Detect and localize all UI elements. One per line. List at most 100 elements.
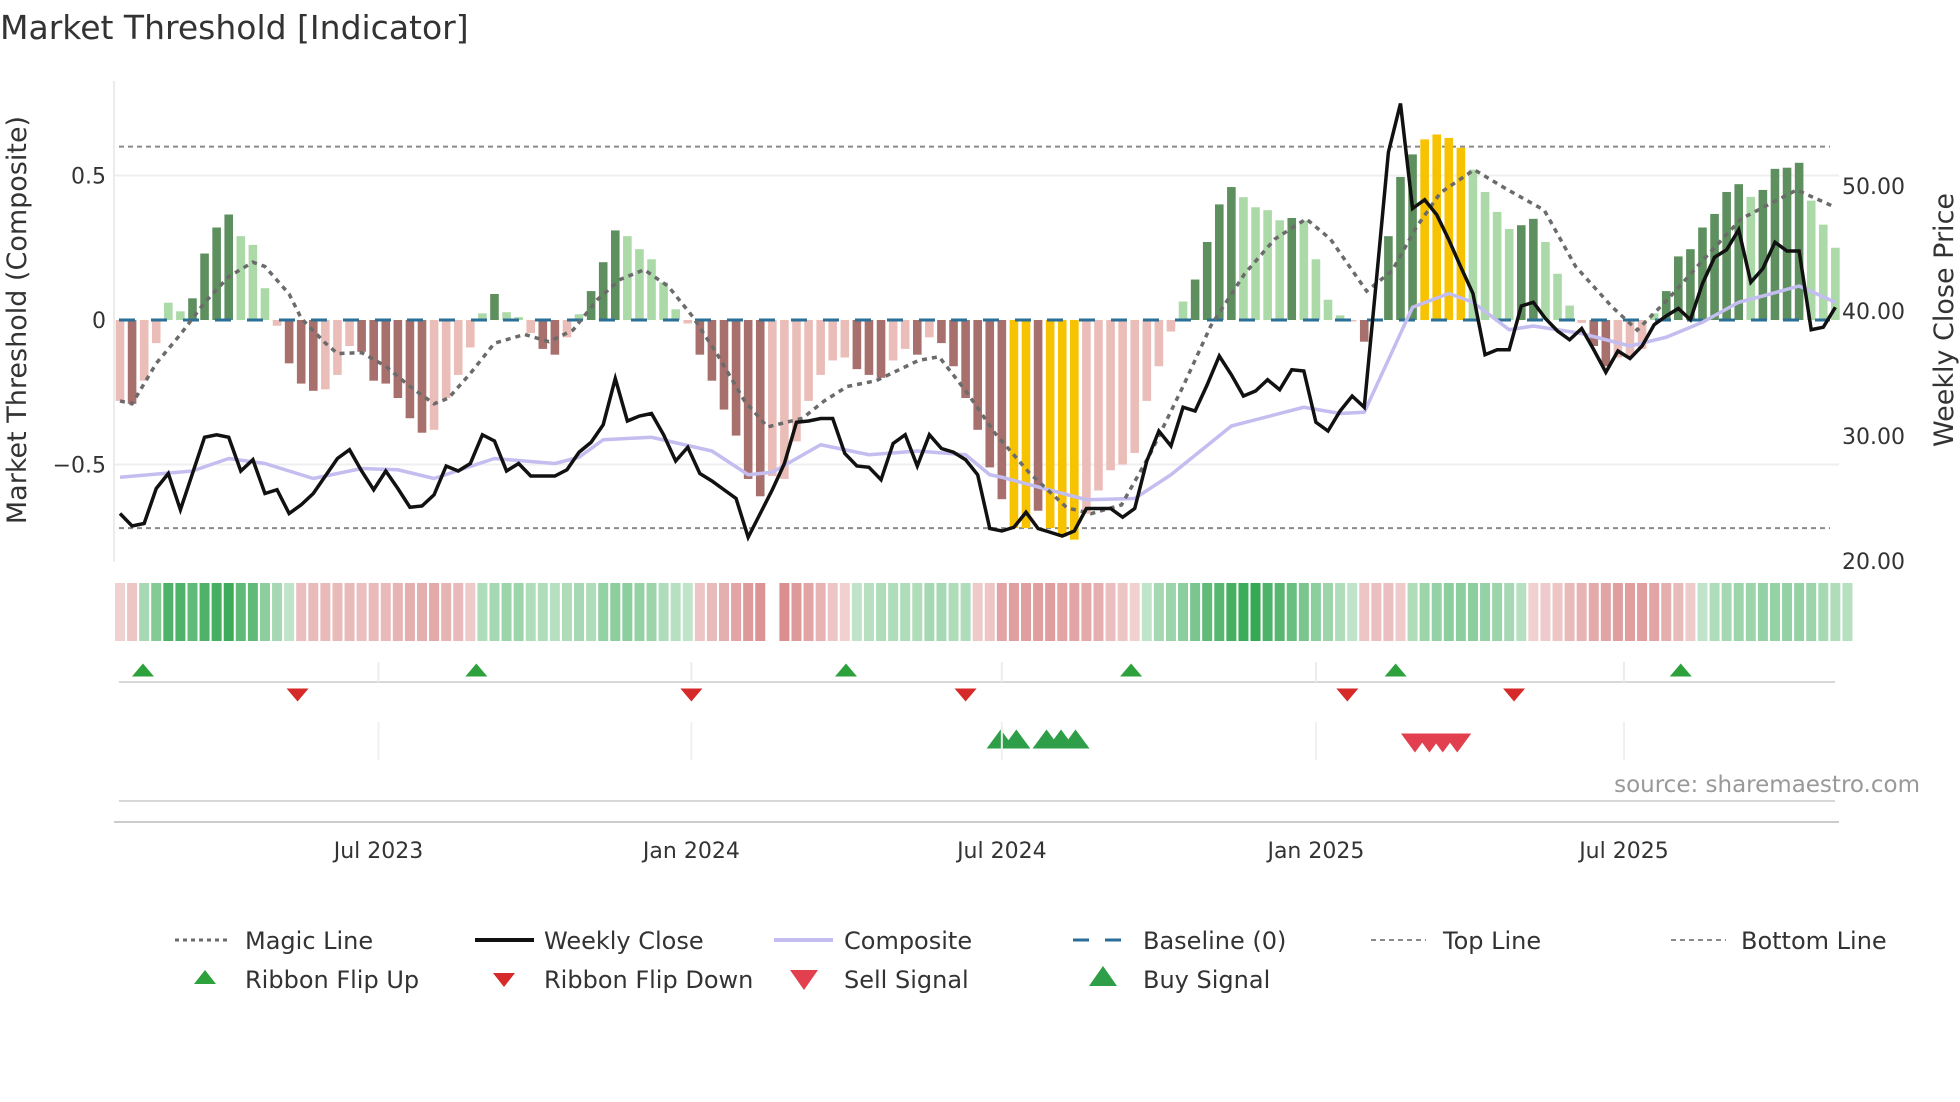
ribbon-cell (1625, 583, 1635, 641)
legend-label: Magic Line (245, 927, 373, 955)
ribbon-cell (525, 583, 536, 641)
histogram-bar (816, 320, 825, 375)
histogram-bar (1396, 176, 1405, 320)
ribbon-cell (392, 583, 403, 641)
ribbon-cell (1552, 583, 1563, 641)
histogram-bar (1553, 273, 1562, 320)
legend-item-ribbon-flip-down: Ribbon Flip Down (493, 966, 753, 994)
ribbon-cell (670, 583, 681, 641)
ribbon-cell (1238, 583, 1249, 641)
histogram-bar (1806, 200, 1816, 320)
buy-signal-marker (1002, 729, 1031, 749)
ribbon-cell (127, 583, 138, 641)
histogram-bar (1057, 320, 1067, 537)
histogram-bar (345, 320, 354, 347)
histogram-bar (925, 320, 934, 338)
histogram-bar (780, 320, 789, 479)
histogram-bar (466, 320, 475, 348)
triangle-up-icon (1089, 966, 1117, 986)
histogram-bar (659, 282, 668, 320)
chart-lines (118, 103, 1837, 542)
histogram-bar (852, 320, 862, 370)
legend-item-magic-line: Magic Line (175, 927, 373, 955)
histogram-bar (1178, 301, 1188, 320)
histogram-bar (212, 227, 221, 320)
ribbon-cell (1347, 583, 1358, 641)
histogram-bar (912, 320, 922, 355)
ribbon-cell (1214, 583, 1225, 641)
histogram-bar (1359, 320, 1369, 342)
ribbon-cell (1757, 583, 1768, 641)
right-tick-label: 20.00 (1842, 550, 1905, 575)
ribbon-cell (296, 583, 307, 641)
ribbon-cell (1564, 583, 1575, 641)
ribbon-cell (1697, 583, 1708, 641)
ribbon-cell (634, 583, 645, 641)
ribbon-cell (1057, 583, 1068, 641)
histogram-bar (1420, 139, 1429, 320)
ribbon-cell (320, 583, 331, 641)
histogram-bar (1480, 191, 1490, 320)
histogram-bar (1299, 220, 1309, 320)
ribbon-cell (1504, 583, 1515, 641)
histogram-bar (1154, 320, 1164, 367)
histogram-bar (164, 302, 173, 320)
ribbon-cell (1008, 583, 1019, 641)
histogram-bar (1758, 189, 1768, 320)
histogram-bar (828, 320, 838, 361)
ribbon-cell (936, 583, 947, 641)
ribbon-cell (513, 583, 524, 641)
ribbon-cell (972, 583, 983, 641)
histogram-bar (1565, 305, 1574, 320)
histogram-bar (296, 320, 306, 384)
histogram-bar (417, 320, 427, 433)
ribbon-cell (187, 583, 198, 641)
ribbon-cell (332, 583, 343, 641)
histogram-bar (1239, 197, 1248, 320)
ribbon-flip-down-marker (1336, 688, 1359, 702)
ribbon-cell (1649, 583, 1660, 641)
histogram-bar (478, 313, 487, 320)
histogram-bar (1432, 134, 1442, 320)
histogram-bar (804, 320, 813, 401)
ribbon-cell (1528, 583, 1539, 641)
ribbon-cell (984, 583, 995, 641)
ribbon-cell (1274, 583, 1285, 641)
ribbon-cell (1842, 583, 1853, 641)
histogram-bar (610, 230, 620, 320)
ribbon-cell (1298, 583, 1309, 641)
histogram-bar (1347, 320, 1357, 322)
histogram-bar (1106, 320, 1115, 471)
right-tick-label: 50.00 (1842, 175, 1905, 200)
ribbon-cell (1492, 583, 1503, 641)
histogram-bar (127, 320, 137, 404)
ribbon-cell (1202, 583, 1213, 641)
histogram-bar (1118, 320, 1127, 465)
ribbon-cell (1081, 583, 1092, 641)
ribbon (115, 583, 1853, 641)
ribbon-cell (453, 583, 464, 641)
triangle-up-icon (194, 970, 216, 984)
buy-signal-marker (1061, 729, 1090, 749)
histogram-bar (1794, 162, 1804, 320)
ribbon-cell (1540, 583, 1551, 641)
ribbon-cell (574, 583, 585, 641)
histogram-bar (526, 320, 536, 334)
ribbon-flip-up-marker (465, 663, 488, 677)
legend-label: Baseline (0) (1143, 927, 1286, 955)
ribbon-cell (682, 583, 693, 641)
ribbon-cell (900, 583, 911, 641)
legend-label: Weekly Close (544, 927, 704, 955)
legend-item-top-line: Top Line (1371, 927, 1541, 955)
ribbon-cell (610, 583, 621, 641)
ribbon-cell (646, 583, 657, 641)
histogram-bar (1613, 320, 1623, 358)
histogram-bar (369, 320, 378, 381)
ribbon-cell (1637, 583, 1648, 641)
histogram-bar (429, 320, 439, 430)
ribbon-cell (1455, 583, 1466, 641)
histogram-bar (768, 320, 777, 477)
ribbon-cell (1576, 583, 1587, 641)
histogram-bar (1504, 228, 1514, 320)
ribbon-cell (815, 583, 826, 641)
